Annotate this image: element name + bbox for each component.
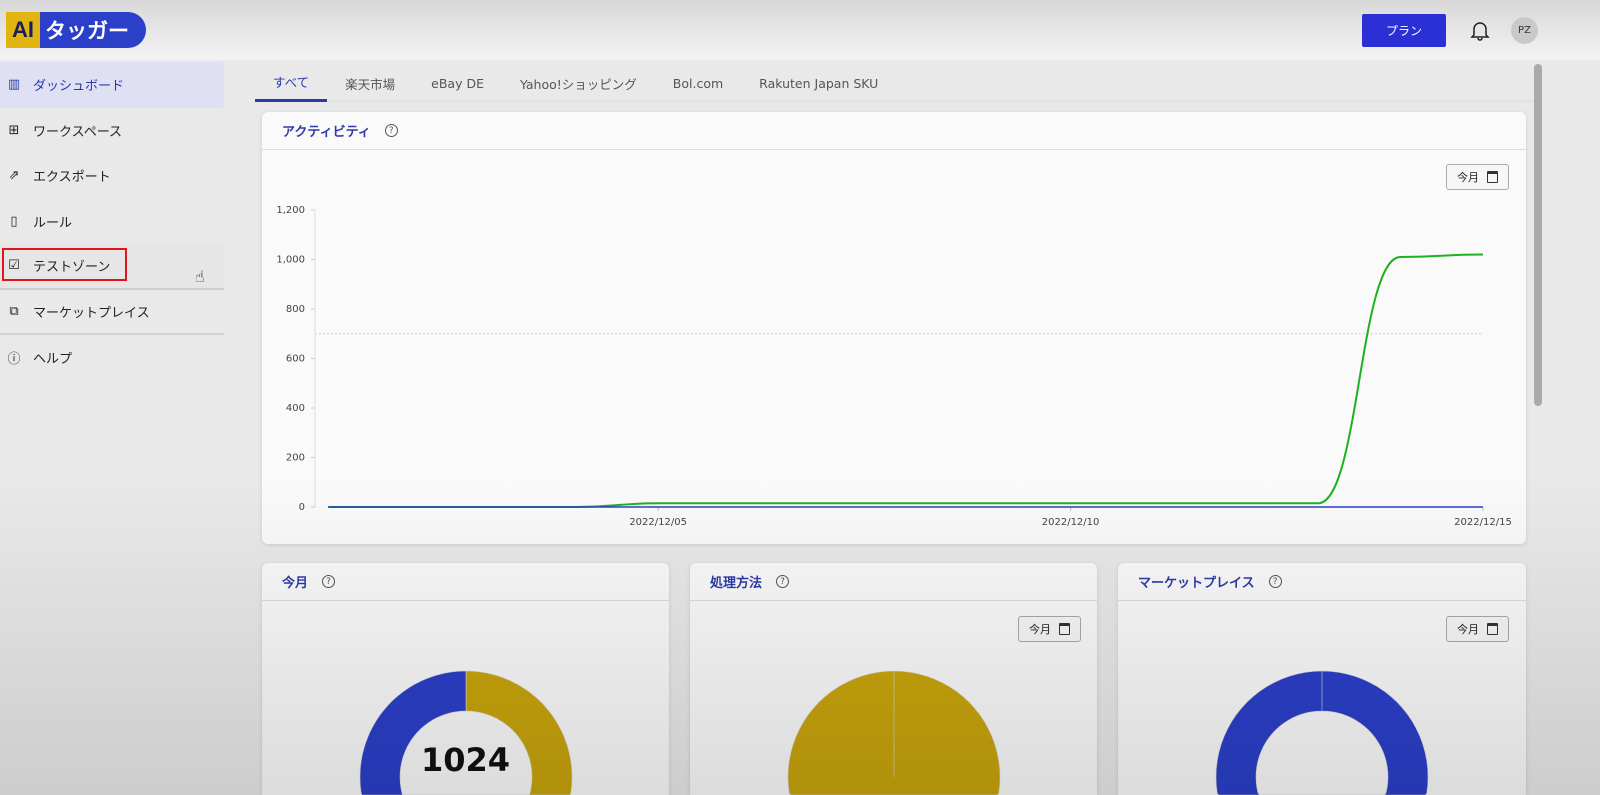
highlight-box <box>2 248 127 281</box>
date-filter-label: 今月 <box>1029 623 1051 636</box>
sidebar-item-help[interactable]: ⓘ ヘルプ <box>0 335 224 381</box>
date-filter-label: 今月 <box>1457 171 1479 184</box>
activity-title: アクティビティ <box>282 125 371 140</box>
help-icon[interactable]: ? <box>1268 575 1282 588</box>
this-month-card: 今月? 1024 <box>262 563 669 795</box>
clipboard-check-icon: ☑ <box>8 258 20 274</box>
marketplace-donut <box>1215 670 1429 795</box>
puzzle-icon: ⧉ <box>9 303 19 319</box>
center-value: 1024 <box>420 741 511 779</box>
activity-line-chart: 0 200 400 600 800 1,000 1,200 2022/12/05 2022/12… <box>276 205 1512 528</box>
y-tick-label: 200 <box>286 453 305 464</box>
processing-method-card: 処理方法? 今月 <box>690 563 1097 795</box>
plan-button[interactable]: プラン <box>1362 14 1446 47</box>
processing-method-pie <box>787 670 1001 795</box>
card-title: 処理方法 <box>710 576 763 591</box>
y-tick-label: 400 <box>286 403 305 414</box>
scrollbar[interactable] <box>1534 64 1542 406</box>
series-line <box>328 253 1484 509</box>
x-tick-label: 2022/12/15 <box>1454 517 1512 528</box>
sidebar-item-label: ダッシュボード <box>33 79 125 95</box>
sidebar-item-dashboard[interactable]: ▥ ダッシュボード <box>0 62 224 108</box>
card-title: 今月 <box>282 576 309 591</box>
grid-icon: ⊞ <box>8 122 20 138</box>
sidebar: ▥ ダッシュボード ⊞ ワークスペース ⇗ エクスポート ▯ ルール ☑ テストゾーン ⧉… <box>0 62 224 381</box>
date-filter-label: 今月 <box>1457 623 1479 636</box>
help-icon[interactable]: ? <box>776 575 790 588</box>
bell-icon[interactable] <box>1468 18 1492 42</box>
sidebar-item-export[interactable]: ⇗ エクスポート <box>0 153 224 199</box>
y-tick-label: 1,000 <box>276 255 305 266</box>
x-tick-label: 2022/12/05 <box>629 517 687 528</box>
help-icon[interactable]: ? <box>384 124 398 137</box>
marketplace-tabs: すべて 楽天市場 eBay DE Yahoo!ショッピング Bol.com Ra… <box>255 64 1535 102</box>
pie-slice <box>465 670 573 795</box>
bar-chart-icon: ▥ <box>7 77 21 93</box>
sidebar-item-marketplace[interactable]: ⧉ マーケットプレイス <box>0 290 224 335</box>
tab-bol[interactable]: Bol.com <box>672 75 724 91</box>
sidebar-item-test-zone[interactable]: ☑ テストゾーン <box>0 244 224 290</box>
sidebar-item-label: ヘルプ <box>33 352 73 368</box>
card-title: マーケットプレイス <box>1138 576 1255 591</box>
avatar[interactable]: PZ <box>1511 17 1538 44</box>
logo-ai: AI <box>6 12 40 48</box>
x-tick-label: 2022/12/10 <box>1042 517 1100 528</box>
tab-ebay-de[interactable]: eBay DE <box>431 75 484 91</box>
sidebar-item-label: エクスポート <box>33 170 111 186</box>
sidebar-item-label: ルール <box>33 215 73 231</box>
date-filter-button[interactable]: 今月 <box>1018 616 1081 642</box>
tab-all[interactable]: すべて <box>255 64 328 102</box>
y-tick-label: 0 <box>299 502 305 513</box>
tab-yahoo[interactable]: Yahoo!ショッピング <box>519 76 637 92</box>
scroll-icon: ▯ <box>10 213 18 229</box>
logo-text: タッガー <box>45 19 129 43</box>
tab-rakuten[interactable]: 楽天市場 <box>345 76 396 92</box>
pie-slice <box>787 670 1001 795</box>
tab-rakuten-japan-sku[interactable]: Rakuten Japan SKU <box>759 75 879 91</box>
calendar-icon <box>1059 623 1070 635</box>
sidebar-item-rules[interactable]: ▯ ルール <box>0 199 224 245</box>
top-bar: AI タッガー プラン PZ <box>0 0 1600 60</box>
export-icon: ⇗ <box>8 168 20 184</box>
help-icon[interactable]: ? <box>322 575 336 588</box>
date-filter-button[interactable]: 今月 <box>1446 164 1509 190</box>
y-tick-label: 1,200 <box>276 205 305 216</box>
logo[interactable]: AI タッガー <box>6 12 146 48</box>
y-tick-label: 800 <box>286 304 305 315</box>
calendar-icon <box>1487 171 1498 183</box>
y-tick-label: 600 <box>286 354 305 365</box>
sidebar-item-workspace[interactable]: ⊞ ワークスペース <box>0 108 224 154</box>
date-filter-button[interactable]: 今月 <box>1446 616 1509 642</box>
sidebar-item-label: テストゾーン <box>33 260 111 276</box>
this-month-donut <box>359 670 573 795</box>
activity-card: アクティビティ? 今月 0 200 400 600 800 1,000 1,200 2022/… <box>262 112 1526 544</box>
hand-cursor-icon: ☝ <box>195 267 205 286</box>
marketplace-card: マーケットプレイス? 今月 <box>1118 563 1526 795</box>
pie-slice <box>1215 670 1429 795</box>
pie-slice <box>359 670 467 795</box>
sidebar-item-label: マーケットプレイス <box>33 305 150 321</box>
calendar-icon <box>1487 623 1498 635</box>
sidebar-item-label: ワークスペース <box>33 124 123 140</box>
info-icon: ⓘ <box>7 352 21 368</box>
